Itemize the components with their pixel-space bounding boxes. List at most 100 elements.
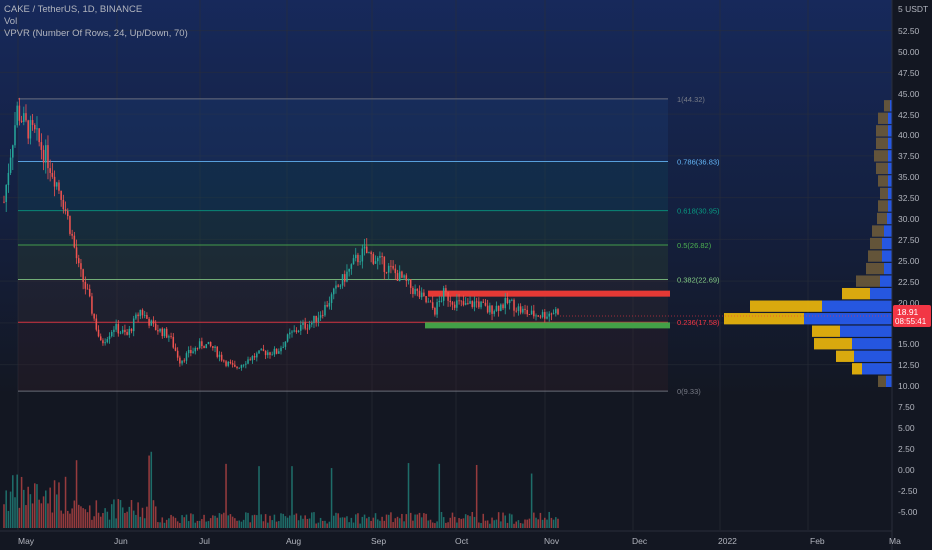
price-axis-tick: 5.00: [898, 423, 915, 433]
volume-profile-up-bar: [886, 375, 892, 387]
candle-body: [341, 274, 344, 286]
volume-bar: [526, 519, 528, 528]
volume-profile-up-bar: [890, 100, 892, 112]
candle-body: [354, 254, 357, 259]
candle-body: [493, 311, 496, 314]
volume-bar: [69, 513, 71, 528]
volume-bar: [205, 521, 208, 528]
volume-bar: [469, 516, 471, 528]
volume-bar: [548, 511, 550, 528]
candle-body: [264, 350, 267, 356]
volume-bar: [115, 518, 117, 528]
volume-bar: [102, 513, 104, 528]
volume-profile-up-bar: [804, 313, 892, 325]
volume-bar: [159, 522, 161, 528]
candle-body: [236, 366, 238, 368]
candle-body: [69, 216, 71, 234]
volume-bar: [97, 512, 100, 528]
volume-bar: [326, 523, 328, 528]
candle-body: [45, 145, 47, 163]
candle-body: [453, 304, 456, 308]
volume-bar: [403, 521, 405, 528]
volume-bar: [185, 514, 188, 528]
volume-profile-down-bar: [852, 363, 862, 375]
volume-profile-down-bar: [872, 225, 884, 237]
candle-body: [34, 124, 36, 130]
candle-body: [368, 252, 370, 254]
volume-profile-up-bar: [888, 112, 892, 124]
volume-bar: [297, 520, 300, 528]
volume-profile-down-bar: [814, 338, 852, 350]
volume-bar: [165, 519, 168, 528]
volume-bar: [86, 512, 89, 528]
candle-body: [458, 300, 460, 302]
candle-body: [555, 309, 557, 314]
volume-bar: [339, 517, 342, 528]
price-axis-tick: -5.00: [898, 507, 918, 517]
time-axis-label: 2022: [718, 536, 737, 546]
volume-bar: [161, 517, 164, 528]
vpvr-indicator-label[interactable]: VPVR (Number Of Rows, 24, Up/Down, 70): [4, 28, 188, 39]
volume-bar: [392, 522, 394, 528]
candle-body: [229, 361, 232, 364]
candle-body: [225, 361, 227, 366]
candle-body: [548, 313, 550, 317]
volume-bar: [242, 519, 245, 528]
volume-bar: [152, 500, 155, 528]
volume-bar: [324, 520, 326, 528]
volume-bar: [508, 513, 511, 528]
volume-bar: [275, 521, 278, 528]
volume-bar: [9, 491, 12, 528]
volume-bar: [258, 466, 260, 528]
candle-body: [546, 316, 548, 319]
volume-bar: [304, 515, 306, 528]
candle-body: [372, 254, 375, 264]
volume-bar: [196, 520, 199, 528]
symbol-title[interactable]: CAKE / TetherUS, 1D, BINANCE: [4, 4, 143, 15]
volume-bar: [405, 514, 408, 528]
time-axis-label: Nov: [544, 536, 560, 546]
volume-bar: [23, 489, 25, 528]
candle-body: [322, 315, 324, 316]
volume-bar: [150, 451, 153, 528]
candle-body: [414, 288, 416, 294]
volume-bar: [172, 516, 175, 528]
price-axis-tick: 47.50: [898, 68, 920, 78]
volume-bar: [438, 463, 441, 528]
candle-body: [357, 254, 359, 263]
candle-body: [429, 301, 432, 303]
volume-bar: [99, 516, 102, 528]
volume-bar: [267, 522, 269, 528]
candle-body: [82, 269, 84, 282]
candle-body: [198, 341, 201, 349]
volume-bar: [502, 512, 504, 528]
candle-body: [247, 359, 249, 364]
candle-body: [271, 354, 273, 356]
price-axis-tick: 0.00: [898, 465, 915, 475]
candle-body: [60, 190, 62, 200]
volume-bar: [223, 512, 225, 528]
chart-legend: CAKE / TetherUS, 1D, BINANCE Vol VPVR (N…: [4, 4, 188, 40]
candle-body: [121, 329, 124, 333]
volume-bar: [212, 515, 214, 528]
volume-bar: [183, 517, 186, 528]
candle-body: [146, 314, 148, 319]
volume-indicator-label[interactable]: Vol: [4, 16, 18, 27]
candle-body: [183, 360, 186, 362]
price-axis-tick: 52.50: [898, 26, 920, 36]
volume-profile-up-bar: [888, 125, 892, 137]
volume-bar: [253, 514, 256, 528]
candle-body: [172, 336, 175, 348]
candle-body: [524, 308, 526, 310]
candle-body: [449, 300, 452, 303]
candle-body: [179, 357, 181, 364]
volume-bar: [460, 518, 463, 528]
candle-body: [88, 288, 91, 297]
candle-body: [420, 292, 423, 298]
candle-body: [77, 258, 80, 264]
volume-profile-up-bar: [884, 225, 892, 237]
volume-bar: [42, 496, 45, 528]
volume-bar: [332, 515, 335, 528]
